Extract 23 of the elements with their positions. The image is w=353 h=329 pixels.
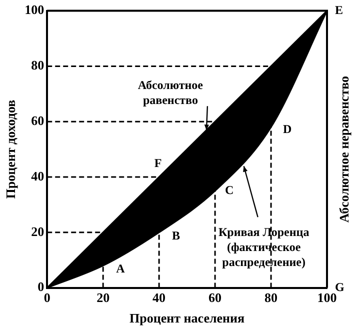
y-tick-label: 20 <box>31 224 44 239</box>
annotation: A <box>116 262 126 276</box>
y2-axis-title: Абсолютное неравенство <box>336 76 352 223</box>
annotation: D <box>283 122 292 136</box>
x-tick-label: 40 <box>152 290 166 305</box>
x-tick-label: 20 <box>96 290 110 305</box>
x-tick-label: 80 <box>264 290 278 305</box>
annotation: F <box>154 156 162 170</box>
y-tick-label: 80 <box>31 58 44 73</box>
annotation: Кривая Лоренца (фактическое распределение) <box>218 225 310 270</box>
annotation: Абсолютное равенство <box>138 78 204 108</box>
y-tick-label: 0 <box>38 279 44 294</box>
annotation: E <box>335 2 344 17</box>
x-tick-label: 100 <box>317 290 337 305</box>
annotation: B <box>172 228 180 242</box>
y-tick-label: 40 <box>31 168 44 184</box>
y-tick-label: 100 <box>24 2 44 18</box>
x-axis-title: Процент населения <box>130 310 245 326</box>
x-tick-label: 60 <box>208 290 222 305</box>
text: G <box>335 280 344 294</box>
y-axis-title: Процент доходов <box>3 100 18 199</box>
y-tick-label: 60 <box>31 112 44 128</box>
annotation: C <box>225 182 234 197</box>
